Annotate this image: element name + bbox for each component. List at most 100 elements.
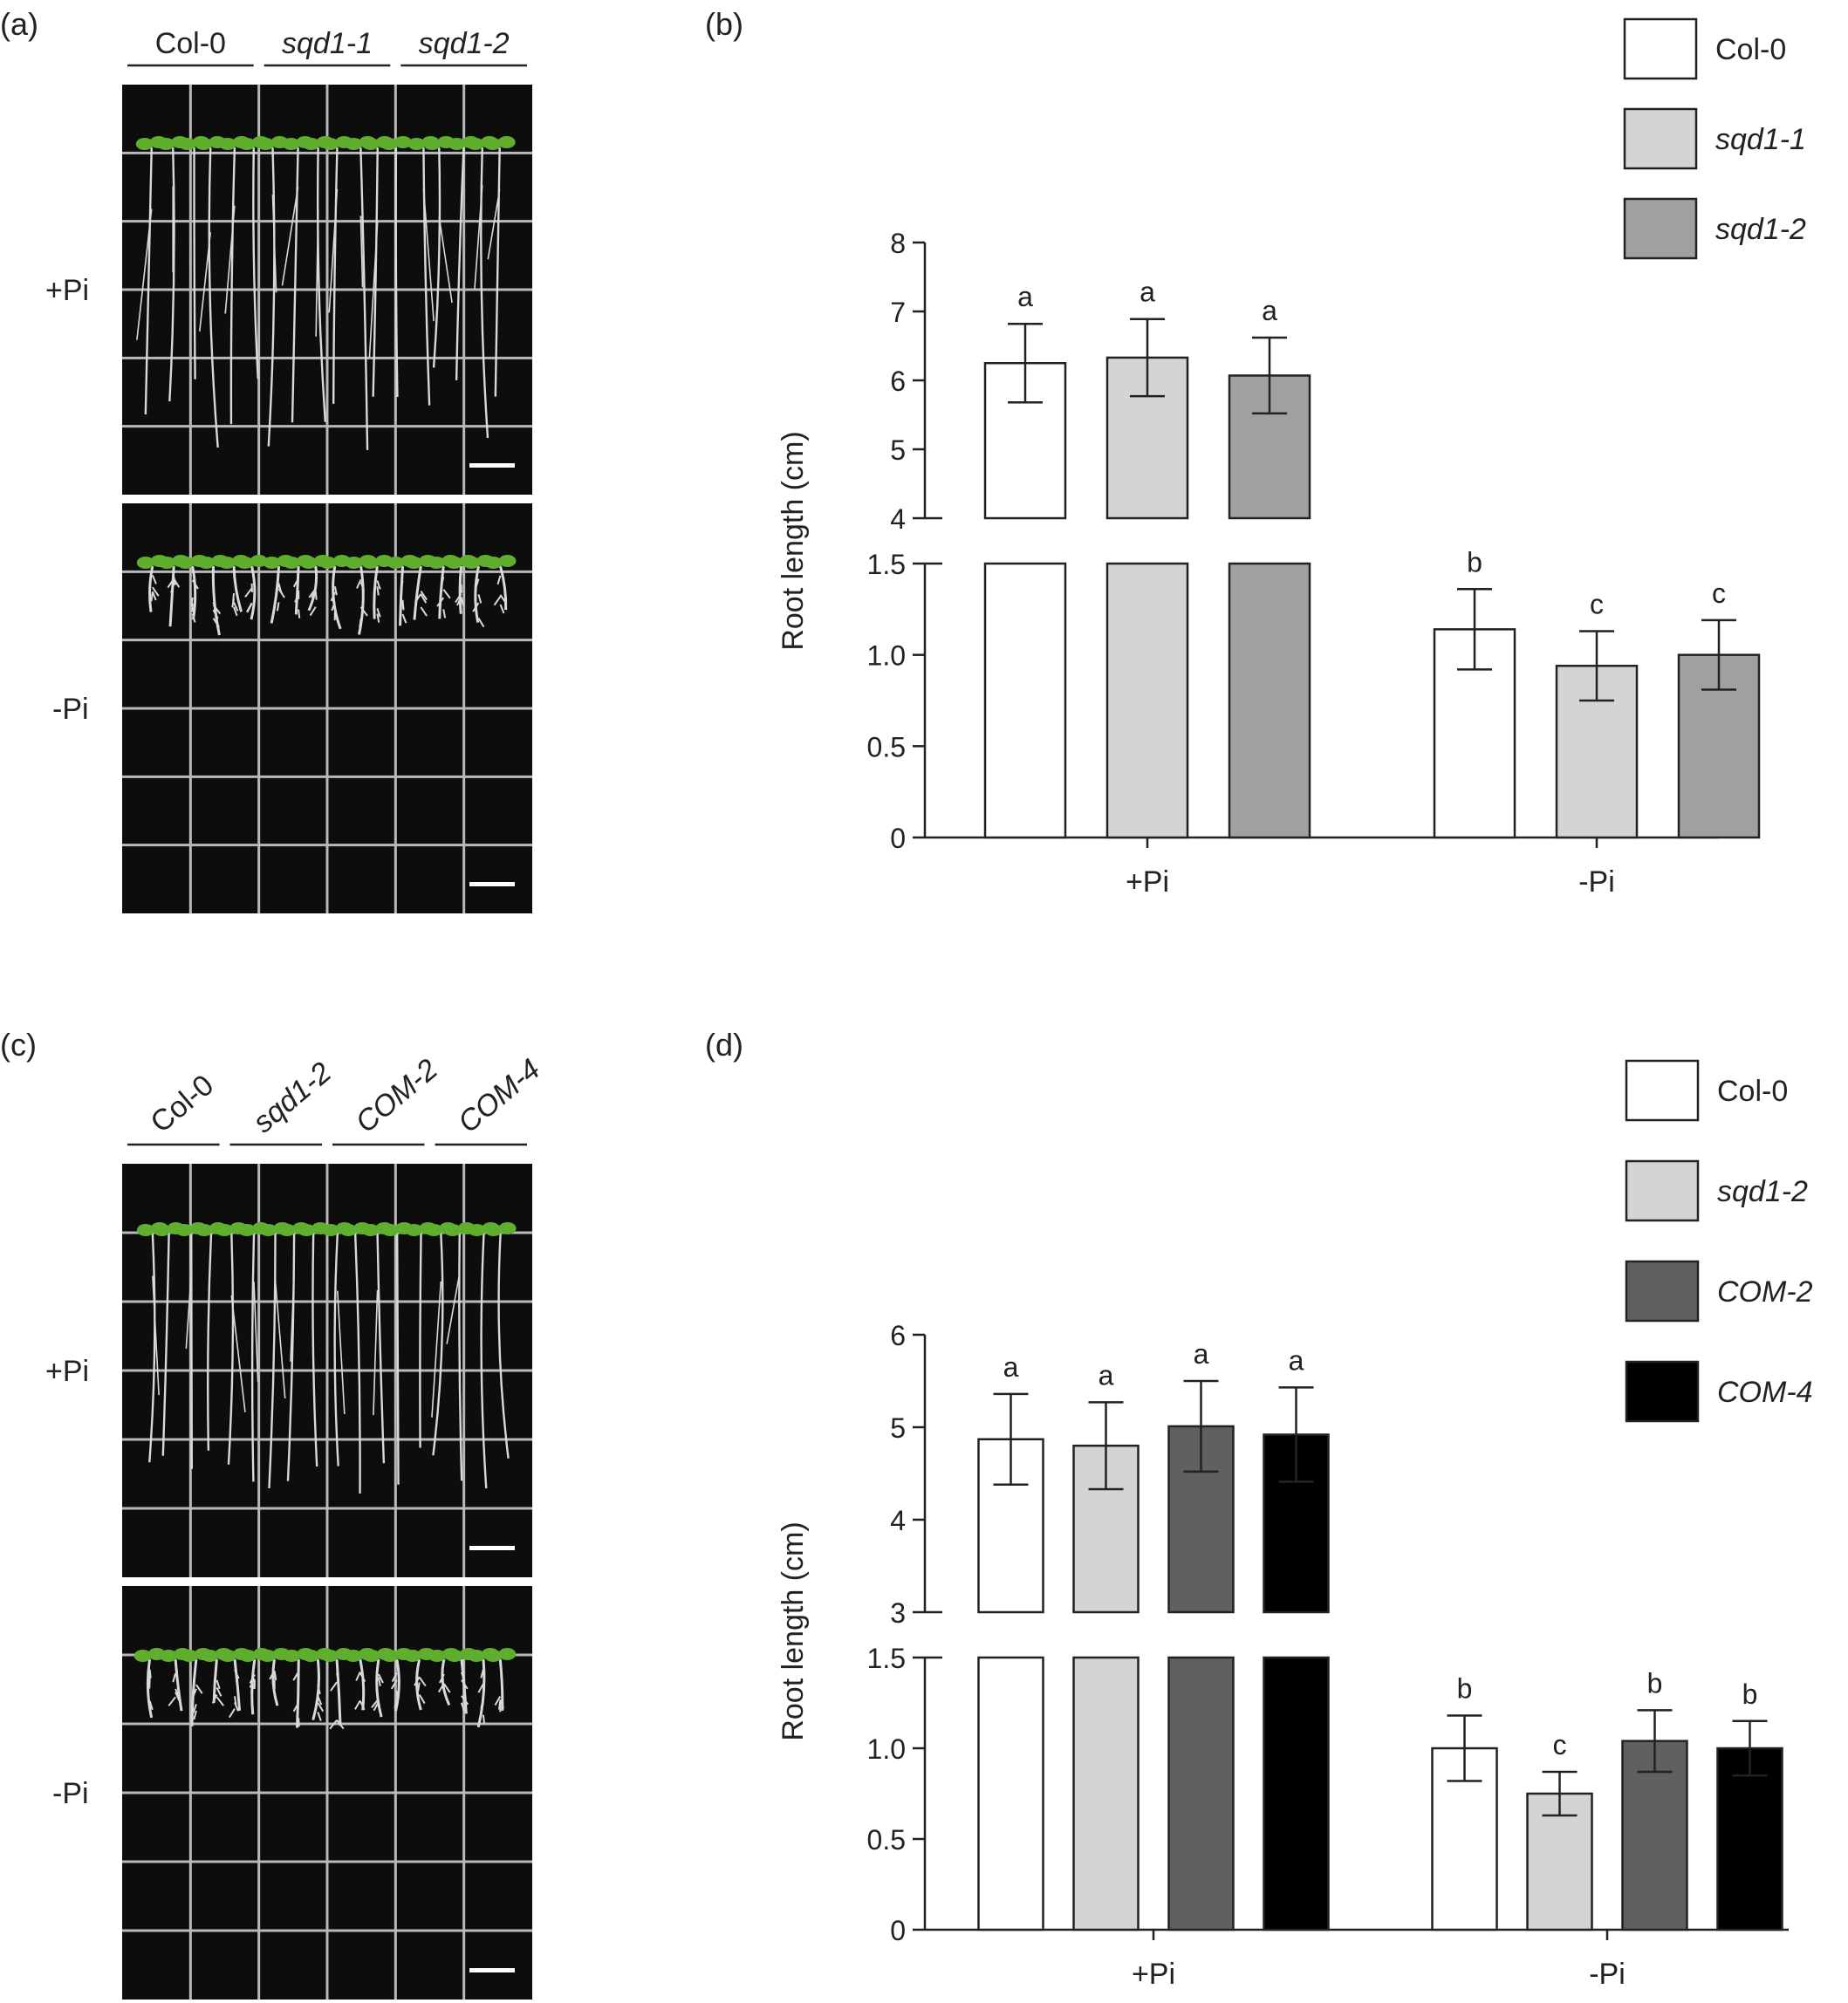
scale-bar <box>469 882 515 886</box>
seedling-leaf <box>218 557 236 569</box>
seedling-leaf <box>407 138 426 150</box>
plate-minus-pi <box>122 1586 532 2000</box>
significance-letter: b <box>1457 1673 1473 1705</box>
lateral-root <box>418 1694 426 1705</box>
lateral-root <box>328 188 339 313</box>
seedling-root <box>480 147 489 439</box>
seedling-leaf <box>321 138 339 150</box>
scale-bar <box>469 1968 515 1972</box>
y-tick-label: 0.5 <box>867 1824 906 1856</box>
panel-label: (d) <box>705 1027 743 1063</box>
seedling-root <box>270 565 281 624</box>
significance-letter: a <box>1262 295 1277 326</box>
lateral-root <box>487 189 501 260</box>
seedling-root <box>458 565 463 614</box>
seedling-leaf <box>216 1224 234 1236</box>
lateral-root <box>354 1699 361 1710</box>
seedling-leaf <box>218 138 236 150</box>
panel-c-genotype-labels: Col-0 sqd1-2 COM-2 COM-4 <box>127 1053 546 1146</box>
seedling-leaf <box>250 555 268 567</box>
legend-swatch <box>1623 107 1698 170</box>
lateral-root <box>496 575 502 585</box>
lateral-root <box>414 1676 421 1686</box>
seedling-leaf <box>381 1224 400 1236</box>
seedling-leaf <box>428 557 446 569</box>
y-tick-label: 1.0 <box>867 1733 906 1765</box>
seedling-leaf <box>283 1650 301 1662</box>
y-tick-label: 0 <box>890 823 906 854</box>
lateral-root <box>292 578 300 588</box>
y-tick-label: 4 <box>890 503 906 535</box>
seedling-root <box>168 565 175 627</box>
seedling-leaf <box>498 1648 517 1660</box>
y-tick-label: 6 <box>890 366 906 397</box>
bar <box>1105 562 1189 839</box>
lateral-root <box>377 1677 381 1686</box>
scale-bar <box>469 463 515 468</box>
genotype-label: COM-4 <box>452 1053 546 1140</box>
lateral-root <box>376 607 381 618</box>
seedling-root <box>208 147 219 448</box>
seedling-leaf <box>445 1650 463 1662</box>
genotype-label: sqd1-2 <box>247 1056 338 1139</box>
seedling-leaf <box>467 1650 485 1662</box>
seedling-root <box>395 1233 400 1485</box>
seedling-leaf <box>466 138 484 150</box>
row-label-plus-pi: +Pi <box>45 1355 89 1388</box>
lateral-root <box>212 618 220 628</box>
legend-swatch <box>1625 1159 1700 1222</box>
seedling-root <box>335 1658 342 1726</box>
seedling-leaf <box>238 1650 257 1662</box>
lateral-root <box>356 578 362 589</box>
seedling-root <box>375 1658 383 1718</box>
y-tick-label: 4 <box>890 1505 906 1536</box>
seedling-root <box>432 1233 444 1456</box>
seedling-leaf <box>468 1224 486 1236</box>
seedling-leaf <box>180 1650 198 1662</box>
seedling-leaf <box>302 1650 320 1662</box>
lateral-root <box>390 1679 398 1690</box>
lateral-root <box>472 602 480 612</box>
lateral-root <box>271 195 277 293</box>
panel-a-plates <box>122 85 532 913</box>
seedling-root <box>291 147 299 423</box>
seedling-leaf <box>195 1224 213 1236</box>
lateral-root <box>475 578 480 588</box>
y-tick-label: 6 <box>890 1320 906 1351</box>
lateral-root <box>436 597 445 607</box>
seedling-leaf <box>237 138 256 150</box>
significance-letter: c <box>1590 588 1604 619</box>
plate-minus-pi <box>122 503 532 913</box>
significance-letter: a <box>1194 1338 1209 1370</box>
lateral-root <box>359 619 362 628</box>
lateral-root <box>497 1700 502 1710</box>
lateral-root <box>298 609 301 619</box>
lateral-root <box>477 1683 484 1693</box>
significance-letter: b <box>1467 546 1482 578</box>
seedling-leaf <box>153 1224 171 1236</box>
panel-a-photo: (a) Col-0 sqd1-1 sqd1-2 +Pi -Pi <box>0 6 532 913</box>
significance-letter: a <box>1099 1359 1114 1391</box>
lateral-root <box>499 604 505 614</box>
seedling-root <box>499 565 508 611</box>
seedling-root <box>307 565 318 612</box>
lateral-root <box>359 606 368 617</box>
seedling-root <box>332 147 339 404</box>
lateral-root <box>422 188 435 322</box>
lateral-root <box>199 232 212 332</box>
lateral-root <box>420 606 428 617</box>
seedling-root <box>268 1233 277 1488</box>
seedling-root <box>207 1233 213 1451</box>
genotype-label: COM-2 <box>349 1053 443 1140</box>
lateral-root <box>378 1673 384 1684</box>
seedling-leaf <box>321 1224 339 1236</box>
seedling-leaf <box>175 1224 194 1236</box>
seedling-leaf <box>380 138 398 150</box>
seedling-leaf <box>283 557 301 569</box>
seedling-root <box>190 1658 198 1726</box>
lateral-root <box>185 1273 193 1349</box>
panel-d-bar-chart: (d) 3 4 5 6 0 0.5 1.0 1.5 +Pi -Pi Root length (cm) a… <box>705 1027 1813 1991</box>
seedling-root <box>441 1658 451 1706</box>
lateral-root <box>315 208 319 337</box>
